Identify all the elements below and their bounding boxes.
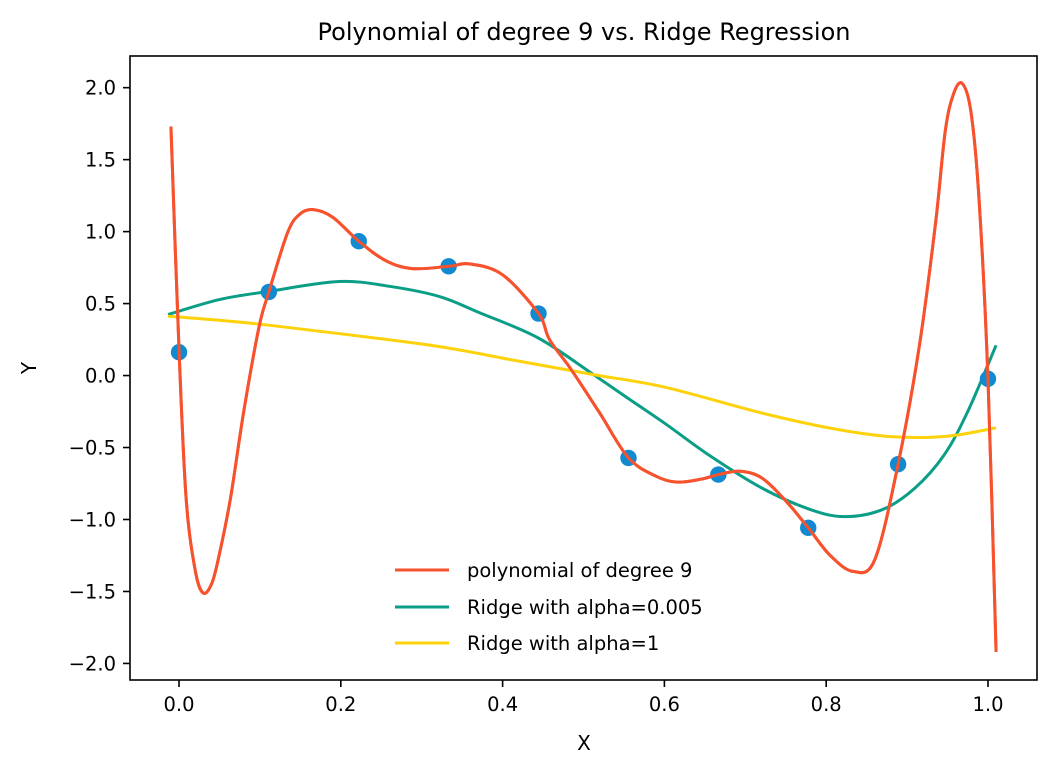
legend-label-ridge-1: Ridge with alpha=1 [467, 632, 659, 655]
chart-title: Polynomial of degree 9 vs. Ridge Regress… [318, 18, 851, 46]
y-tick-label: 0.0 [85, 365, 116, 388]
legend-label-polynomial: polynomial of degree 9 [467, 559, 692, 582]
y-axis-label: Y [17, 361, 41, 375]
y-tick-label: −1.5 [69, 580, 116, 603]
series-line-ridge-with-alpha-0-005 [167, 279, 998, 519]
y-tick-label: 1.5 [85, 149, 116, 172]
x-tick-label: 0.2 [325, 693, 356, 716]
series-line-overlay-polynomial-of-degree-9 [169, 81, 998, 652]
x-axis-ticks: 0.0 0.2 0.4 0.6 0.8 1.0 [164, 680, 1003, 716]
x-tick-label: 0.8 [811, 693, 842, 716]
series-line-ridge-with-alpha-1 [167, 314, 997, 440]
axes-frame [129, 55, 1038, 681]
y-tick-label: −1.0 [69, 509, 116, 532]
scatter-points [169, 81, 998, 652]
x-tick-label: 0.0 [164, 693, 195, 716]
y-tick-label: −0.5 [69, 437, 116, 460]
x-axis-label: X [577, 731, 591, 755]
y-axis-ticks: 2.0 1.5 1.0 0.5 0.0 −0.5 −1.0 −1.5 −2.0 [69, 77, 130, 675]
x-tick-label: 0.4 [487, 693, 518, 716]
y-tick-label: 1.0 [85, 221, 116, 244]
y-tick-label: 0.5 [85, 293, 116, 316]
legend: polynomial of degree 9 Ridge with alpha=… [395, 559, 703, 655]
legend-label-ridge-0005: Ridge with alpha=0.005 [467, 596, 703, 619]
y-tick-label: 2.0 [85, 77, 116, 100]
y-tick-label: −2.0 [69, 652, 116, 675]
x-tick-label: 0.6 [649, 693, 680, 716]
x-tick-label: 1.0 [972, 693, 1003, 716]
